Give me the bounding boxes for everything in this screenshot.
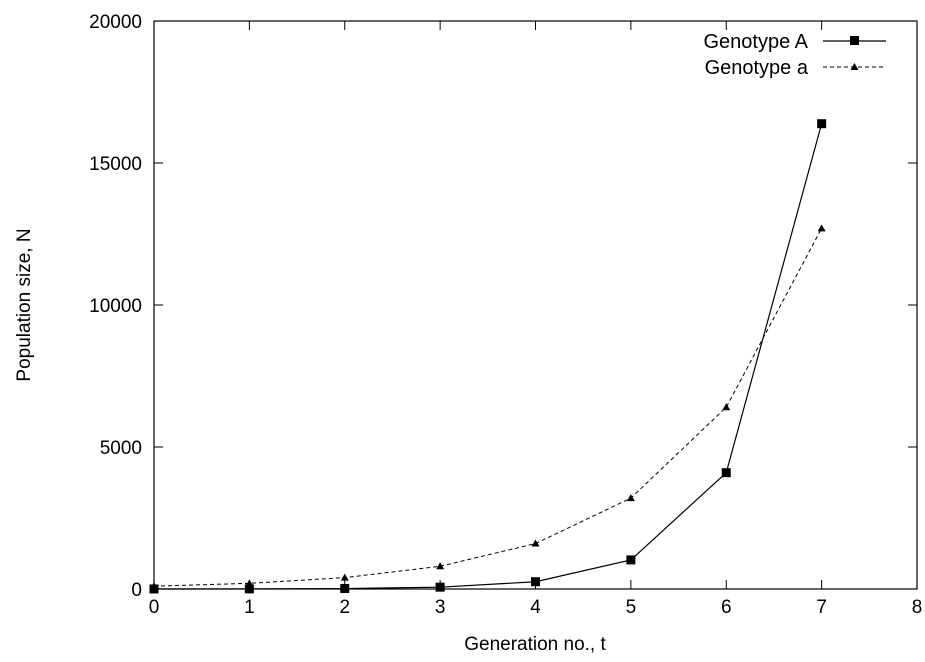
series-line-genotype-A: [153, 123, 823, 590]
legend-label-genotype-A: Genotype A: [703, 31, 808, 53]
x-tick-label: 6: [721, 597, 732, 618]
y-tick-label: 0: [131, 580, 142, 601]
data-point-genotype-a: [722, 403, 731, 411]
y-tick-label: 5000: [100, 438, 142, 459]
series-genotype-a: [150, 224, 826, 590]
x-tick-label: 8: [912, 597, 923, 618]
data-point-genotype-a: [245, 579, 254, 587]
data-point-genotype-A: [626, 555, 636, 565]
x-tick-label: 5: [626, 597, 637, 618]
y-tick-label: 15000: [89, 154, 142, 175]
data-point-genotype-A: [531, 577, 540, 587]
x-axis-title: Generation no., t: [464, 634, 606, 655]
data-point-genotype-A: [340, 584, 350, 594]
data-point-genotype-A: [817, 119, 827, 129]
y-tick-label: 20000: [89, 12, 142, 33]
x-tick-label: 7: [816, 597, 827, 618]
axis-ticks: [153, 20, 918, 590]
data-point-genotype-A: [721, 468, 731, 478]
y-tick-label: 10000: [89, 296, 142, 317]
axis-tick-labels: 0 1 2 3 4 5 6 7 8 0 5000 10000 15000 20000: [89, 12, 922, 618]
legend-label-genotype-a: Genotype a: [705, 57, 809, 79]
x-tick-label: 3: [435, 597, 446, 618]
legend-marker-genotype-a: [850, 63, 859, 70]
y-axis-title: Population size, N: [14, 228, 35, 381]
data-point-genotype-A: [244, 584, 254, 594]
series-line-genotype-a: [153, 228, 823, 587]
legend-marker-genotype-A: [850, 36, 859, 45]
plot-frame: [153, 20, 918, 590]
data-point-genotype-a: [436, 562, 445, 570]
data-point-genotype-a: [531, 539, 540, 547]
data-point-genotype-a: [340, 573, 349, 581]
x-tick-label: 0: [149, 597, 160, 618]
series-layer: [149, 119, 827, 594]
legend: Genotype A Genotype a: [703, 31, 886, 79]
x-tick-label: 1: [244, 597, 255, 618]
x-tick-label: 2: [339, 597, 350, 618]
data-point-genotype-a: [150, 582, 158, 590]
series-genotype-A: [149, 119, 827, 594]
data-point-genotype-a: [817, 224, 826, 232]
data-point-genotype-A: [435, 582, 445, 592]
data-point-genotype-a: [626, 494, 635, 502]
x-tick-label: 4: [530, 597, 541, 618]
